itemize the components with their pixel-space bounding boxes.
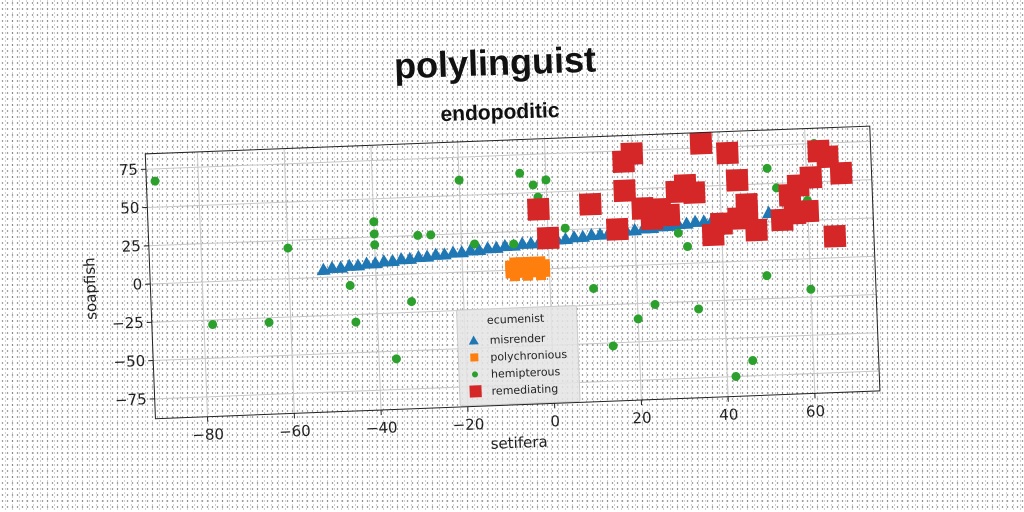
hemipterous-point [369,229,379,239]
legend-marker-polychronious [470,353,479,362]
hemipterous-point [264,317,274,327]
remediating-point [745,218,768,242]
remediating-point [536,226,560,250]
x-axis-label: setifera [490,433,548,453]
hemipterous-point [633,314,643,324]
polychronious-point [509,270,521,282]
hemipterous-point [560,223,570,233]
y-gridline [145,140,871,170]
remediating-point [829,161,853,185]
plot-area: ecumenist misrenderpolychronioushemiptero… [80,125,881,453]
remediating-point [715,141,739,165]
x-tick-label: 0 [550,412,560,430]
hemipterous-point [370,240,380,250]
y-gridline [147,179,872,208]
hemipterous-point [673,228,683,238]
hemipterous-point [150,176,160,186]
polychronious-point [509,257,520,268]
remediating-point [578,192,602,216]
hemipterous-point [731,371,741,381]
remediating-point [620,142,644,166]
x-gridline [630,135,642,401]
hemipterous-point [509,239,519,249]
hemipterous-point [762,163,772,173]
polychronious-point [522,270,534,281]
remediating-point [725,168,749,192]
hemipterous-point [470,239,480,249]
legend-label-polychronious: polychronious [490,348,567,364]
hemipterous-point [454,175,464,185]
hemipterous-point [413,230,423,240]
hemipterous-point [369,217,379,227]
legend-marker-misrender [468,335,479,345]
x-tick-label: 20 [632,409,652,428]
hemipterous-point [806,284,816,294]
hemipterous-point [208,320,218,330]
remediating-point [526,197,550,221]
legend-marker-hemipterous [471,371,478,378]
remediating-point [823,224,847,248]
x-tick-label: −60 [279,422,311,441]
x-tick-label: −40 [366,418,398,437]
y-tick-label: 75 [118,161,138,180]
remediating-point [710,212,733,236]
x-tick-label: 40 [719,405,739,424]
hemipterous-point [515,168,525,178]
hemipterous-point [426,230,436,240]
hemipterous-point [748,356,758,366]
legend-marker-remediating [469,385,482,398]
y-tick-label: −75 [115,390,147,409]
hemipterous-point [407,297,417,307]
x-tick-label: −80 [192,425,224,444]
x-gridline [196,151,209,417]
remediating-point [799,165,823,189]
x-gridline [717,131,729,397]
hemipterous-point [345,281,355,291]
remediating-point [735,192,759,216]
y-tick-label: −50 [113,352,145,371]
hemipterous-point [283,243,293,253]
series-polychronious [504,256,551,282]
x-tick-label: 60 [806,402,826,421]
hemipterous-point [589,283,599,293]
y-tick-label: 0 [132,275,142,293]
remediating-point [796,199,820,223]
remediating-point [613,179,636,203]
legend-label-misrender: misrender [489,332,546,347]
polychronious-point [517,256,529,268]
y-tick-label: 50 [120,199,140,218]
hemipterous-point [762,271,772,281]
polychronious-point [535,269,547,281]
plot-frame [144,125,881,420]
y-axis-label: soapfish [80,257,100,320]
legend-label-remediating: remediating [491,382,558,398]
legend-box [456,305,581,407]
data-marks [150,131,853,381]
y-tick-label: −25 [112,314,144,333]
polychronious-point [535,256,546,267]
hemipterous-point [541,175,551,185]
legend-label-hemipterous: hemipterous [491,365,561,381]
x-tick-label: −20 [452,415,484,434]
legend-title: ecumenist [487,312,545,327]
series-remediating [526,131,853,250]
axes: −80 −60 −40 −20 0 20 40 60 75 50 25 0 −25 −50 −75 setif… [80,125,881,453]
remediating-point [605,217,629,241]
legend: ecumenist misrenderpolychronioushemiptero… [456,305,581,407]
x-gridline [283,148,295,414]
remediating-point [657,203,681,227]
remediating-point [689,131,713,155]
hemipterous-point [528,180,538,190]
hemipterous-point [650,299,660,309]
polychronious-point [526,256,537,267]
remediating-point [682,181,706,205]
hemipterous-point [694,304,704,314]
hemipterous-point [608,341,618,351]
y-tick-label: 25 [121,237,141,256]
hemipterous-point [351,317,361,327]
x-gridline [370,145,382,411]
hemipterous-point [683,242,693,252]
hemipterous-point [391,354,401,364]
